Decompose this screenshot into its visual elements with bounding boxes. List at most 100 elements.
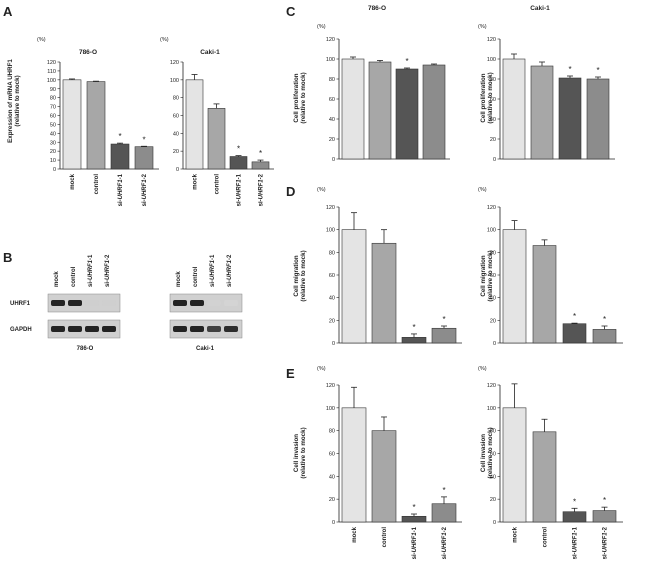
y-tick-label: 100 (326, 228, 335, 234)
y-tick-label: 30 (50, 140, 56, 146)
blot-cell-line-label: Caki-1 (196, 346, 215, 352)
y-axis-label-line2: (relative to mock) (487, 427, 494, 478)
bar-mock (502, 407, 527, 523)
significance-marker: * (405, 57, 408, 66)
y-tick-label: 120 (326, 205, 335, 211)
y-tick-label: 60 (490, 452, 496, 458)
bar-si-uhrf1-1 (562, 511, 587, 523)
bar-si-uhrf1-1 (562, 323, 587, 344)
y-tick-label: 100 (170, 78, 179, 84)
y-tick-label: 40 (329, 296, 335, 302)
western-blot: mock control si-UHRF1-1si-UHRF1-2786-Omock… (10, 254, 243, 352)
blot-strip-gapdh (169, 319, 243, 339)
panel-letter-c: C (286, 4, 296, 19)
y-tick-label: 60 (50, 114, 56, 120)
x-tick-label: control (215, 174, 221, 195)
y-tick-label: 40 (490, 474, 496, 480)
bar-mock (185, 79, 204, 170)
significance-marker: * (237, 145, 240, 154)
y-tick-label: 100 (326, 57, 335, 63)
y-tick-label: 120 (326, 37, 335, 43)
blot-lane-label: si-UHRF1-2 (227, 254, 233, 287)
y-axis-label-line2: (relative to mock) (487, 72, 494, 123)
x-tick-label: si-UHRF1-2 (142, 173, 148, 206)
blot-strip-uhrf1 (47, 293, 121, 313)
blot-band (224, 326, 238, 332)
bar-si-uhrf1-2 (592, 329, 617, 344)
bar-si-uhrf1-1 (229, 156, 248, 170)
blot-band (102, 300, 116, 306)
chart-c-caki: 0 20 40 60 80 100 120 (%) Caki-1 Cell proliferati… (478, 5, 615, 163)
y-tick-label: 60 (329, 273, 335, 279)
blot-786-o: mock control si-UHRF1-1 si-UHRF1-2 786-O (47, 254, 121, 352)
panel-a-y-label-line1: Expression of mRNA UHRF1 (7, 59, 14, 143)
y-axis-label-line1: Cell proliferation (480, 73, 487, 122)
bar-si-uhrf1-1 (110, 143, 130, 170)
chart-title: Caki-1 (200, 49, 220, 56)
blot-lane-label: si-UHRF1-1 (210, 254, 216, 287)
y-tick-label: 20 (490, 318, 496, 324)
chart-d-786: 0 20 40 60 80 100 120 (%) Cell migration (relativ… (293, 187, 462, 347)
blot-lane-label: mock (176, 271, 182, 287)
y-tick-label: 80 (329, 77, 335, 83)
y-axis-label-line1: Cell migration (293, 255, 300, 296)
bar-control (530, 65, 554, 160)
y-tick-label: 20 (173, 149, 179, 155)
y-tick-label: 0 (53, 167, 56, 173)
y-tick-label: 60 (490, 273, 496, 279)
blot-row-label-uhrf1: UHRF1 (10, 301, 31, 307)
chart-title: 786-O (79, 49, 97, 56)
y-tick-label: 40 (329, 117, 335, 123)
y-tick-label: 80 (490, 77, 496, 83)
y-tick-label: 10 (50, 158, 56, 164)
y-tick-label: 40 (490, 117, 496, 123)
blot-cell-line-label: 786-O (77, 346, 94, 352)
blot-band (224, 300, 238, 306)
significance-marker: * (568, 65, 571, 74)
bar-control (532, 431, 557, 523)
bar-control (207, 108, 226, 170)
y-axis-label-line1: Cell proliferation (293, 73, 300, 122)
significance-marker: * (412, 503, 415, 512)
y-tick-label: 20 (490, 497, 496, 503)
blot-lane-label: si-UHRF1-2 (105, 254, 111, 287)
bar-control (532, 245, 557, 344)
x-tick-label: si-UHRF1-2 (259, 173, 265, 206)
blot-lane-label: control (71, 266, 77, 287)
x-tick-label: control (382, 527, 388, 548)
y-axis-label-line2: (relative to mock) (300, 427, 307, 478)
significance-marker: * (603, 315, 606, 324)
y-axis-label: Cell invasion (relative to mock) (480, 427, 494, 478)
bar-si-uhrf1-2 (422, 64, 446, 160)
blot-band (173, 300, 187, 306)
bar-si-uhrf1-2 (431, 503, 457, 523)
y-tick-label: 0 (332, 157, 335, 163)
y-tick-label: 40 (173, 131, 179, 137)
y-axis-label-line2: (relative to mock) (300, 250, 307, 301)
bar-charts: 0102030405060708090100110120(%)786-Omock… (37, 5, 623, 559)
y-axis-label: Cell proliferation (relative to mock) (293, 72, 307, 123)
y-tick-label: 0 (332, 341, 335, 347)
y-tick-label: 80 (50, 96, 56, 102)
y-tick-label: 100 (326, 406, 335, 412)
svg-text:Expression of mRNA UHRF1: Expression of mRNA UHRF1 (7, 59, 14, 143)
x-tick-label: si-UHRF1-1 (118, 173, 124, 206)
y-tick-label: 60 (329, 452, 335, 458)
significance-marker: * (596, 66, 599, 75)
y-tick-label: 20 (329, 137, 335, 143)
y-unit-label: (%) (478, 24, 487, 30)
x-tick-label: si-UHRF1-1 (573, 526, 579, 559)
panel-letter-d: D (286, 184, 295, 199)
y-tick-label: 40 (329, 474, 335, 480)
x-tick-label: si-UHRF1-2 (603, 526, 609, 559)
significance-marker: * (573, 497, 576, 506)
y-tick-label: 80 (490, 429, 496, 435)
blot-band (51, 300, 65, 306)
blot-lane-label: control (193, 266, 199, 287)
bar-control (86, 81, 106, 170)
y-axis-label-line2: (relative to mock) (300, 72, 307, 123)
bar-control (371, 242, 397, 344)
x-tick-label: si-UHRF1-1 (412, 526, 418, 559)
blot-band (68, 300, 82, 306)
